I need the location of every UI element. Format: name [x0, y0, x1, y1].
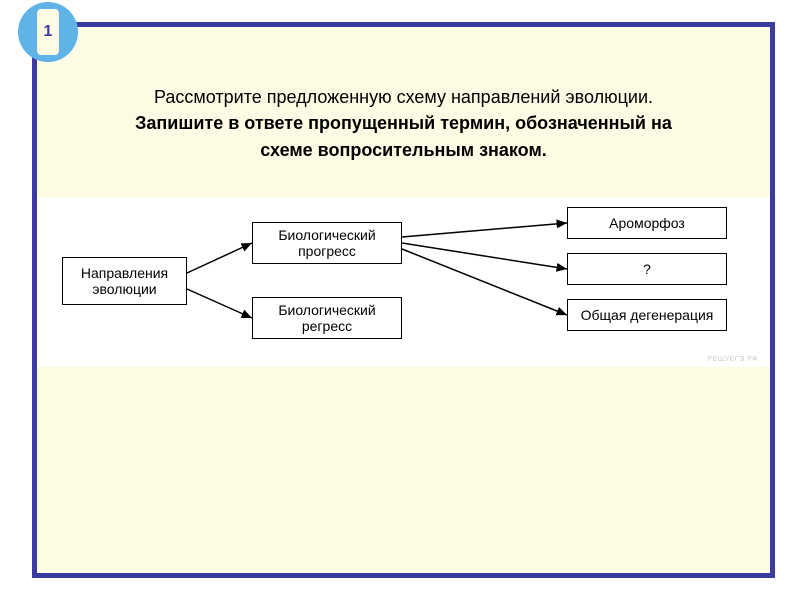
edge-prog-unknown — [402, 243, 567, 269]
node-deg: Общая дегенерация — [567, 299, 727, 331]
node-root: Направленияэволюции — [62, 257, 187, 305]
title-line-1: Рассмотрите предложенную схему направлен… — [87, 85, 720, 109]
slide-number-badge: 1 — [18, 2, 78, 62]
edge-root-prog — [187, 243, 252, 273]
node-aro: Ароморфоз — [567, 207, 727, 239]
edge-root-regr — [187, 289, 252, 318]
watermark: РЕШУЕГЭ.РФ — [707, 356, 758, 363]
title-line-2: Запишите в ответе пропущенный термин, об… — [87, 111, 720, 135]
title-line-3: схеме вопросительным знаком. — [87, 138, 720, 162]
slide-number: 1 — [37, 9, 59, 55]
slide-frame: Рассмотрите предложенную схему направлен… — [32, 22, 775, 578]
node-regr: Биологическийрегресс — [252, 297, 402, 339]
node-unknown: ? — [567, 253, 727, 285]
edge-prog-aro — [402, 223, 567, 237]
node-prog: Биологическийпрогресс — [252, 222, 402, 264]
title-block: Рассмотрите предложенную схему направлен… — [87, 85, 720, 164]
edge-prog-deg — [402, 249, 567, 315]
diagram-area: РЕШУЕГЭ.РФ Направленияэволюции Биологичес… — [37, 197, 770, 367]
